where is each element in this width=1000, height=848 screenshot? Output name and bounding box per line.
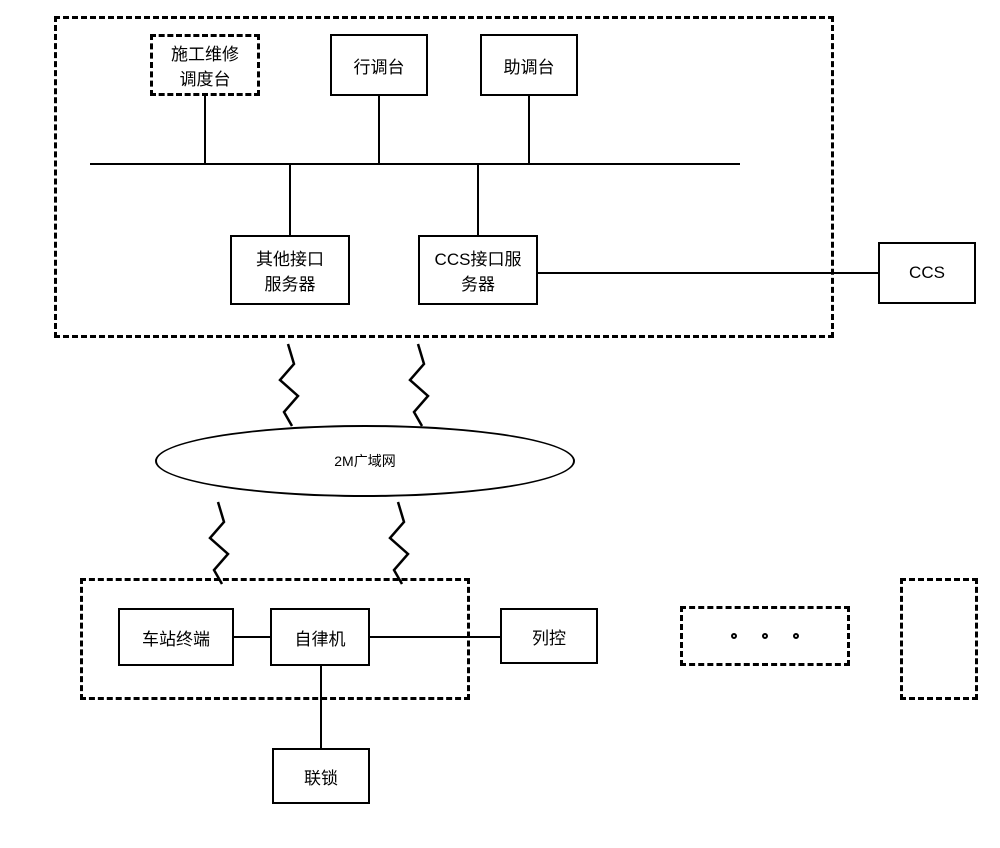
ccs-label: CCS [909,263,945,283]
wan-ellipse: 2M广域网 [155,425,575,497]
connector-maint-bus [204,96,206,164]
train-control-label: 列控 [532,624,566,649]
dispatch-console-label: 行调台 [354,53,405,78]
station-terminal-box: 车站终端 [118,608,234,666]
connector-assist-bus [528,96,530,164]
dots-container [680,606,850,666]
zigzag-icon [200,498,240,588]
ccs-box: CCS [878,242,976,304]
dot-icon [762,633,768,639]
zigzag-icon [400,340,440,430]
wan-label: 2M广域网 [334,451,395,471]
autonomous-label: 自律机 [295,625,346,650]
bus-line [90,163,740,165]
interlock-label: 联锁 [304,764,338,789]
autonomous-box: 自律机 [270,608,370,666]
zigzag-icon [380,498,420,588]
connector-terminal-auto [234,636,270,638]
dot-icon [793,633,799,639]
ccs-interface-server-box: CCS接口服务器 [418,235,538,305]
interlock-box: 联锁 [272,748,370,804]
connector-dispatch-bus [378,96,380,164]
dispatch-console-box: 行调台 [330,34,428,96]
connector-auto-interlock [320,666,322,748]
assist-console-box: 助调台 [480,34,578,96]
other-interface-server-label: 其他接口服务器 [256,245,324,295]
connector-bus-ccs [477,164,479,235]
dot-icon [731,633,737,639]
zigzag-icon [270,340,310,430]
station-placeholder-container [900,578,978,700]
connector-auto-train [370,636,500,638]
connector-ccsif-ccs [538,272,878,274]
ccs-interface-server-label: CCS接口服务器 [435,245,522,295]
maintenance-console-label: 施工维修调度台 [171,40,239,90]
train-control-box: 列控 [500,608,598,664]
maintenance-console-box: 施工维修调度台 [150,34,260,96]
assist-console-label: 助调台 [504,53,555,78]
ellipsis-dots [683,609,847,663]
other-interface-server-box: 其他接口服务器 [230,235,350,305]
connector-bus-other [289,164,291,235]
station-terminal-label: 车站终端 [142,625,210,650]
